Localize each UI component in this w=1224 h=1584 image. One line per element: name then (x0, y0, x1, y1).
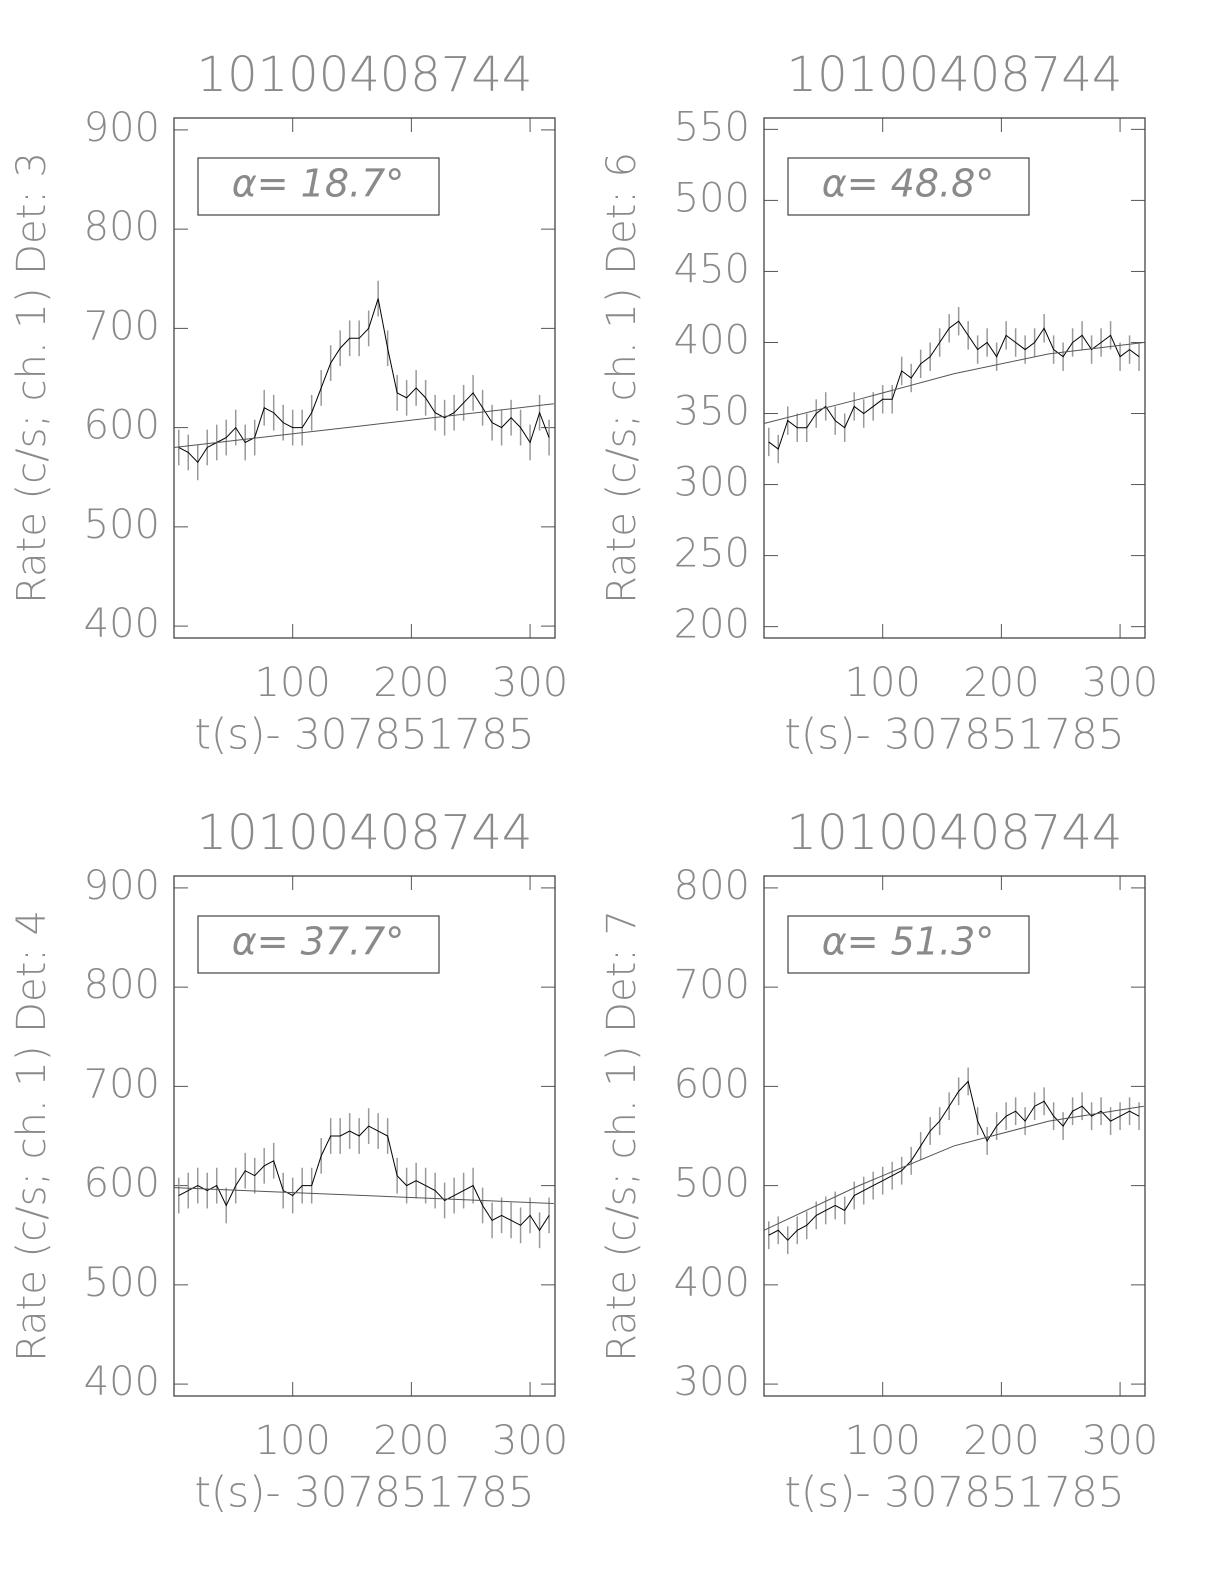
data-line (768, 320, 1140, 450)
annotation: α= 37.7° (232, 920, 405, 964)
data-line (768, 1080, 1140, 1241)
y-tick-label: 600 (84, 1161, 160, 1207)
y-axis-label: Rate (c/s; ch. 1) Det: 7 (599, 910, 645, 1362)
x-tick-label: 100 (845, 1418, 921, 1464)
x-axis-label: t(s)- 307851785 (194, 1468, 534, 1517)
y-tick-label: 400 (674, 317, 750, 363)
panel: 10100408744 t(s)- 307851785 Rate (c/s; ch.… (9, 805, 568, 1517)
x-tick-label: 300 (1082, 1418, 1158, 1464)
y-tick-label: 500 (674, 175, 750, 221)
y-tick-label: 250 (674, 531, 750, 577)
y-axis-label: Rate (c/s; ch. 1) Det: 6 (599, 152, 645, 604)
x-axis-label: t(s)- 307851785 (784, 710, 1124, 759)
y-tick-label: 500 (84, 1260, 160, 1306)
y-tick-label: 900 (84, 863, 160, 909)
y-tick-label: 400 (674, 1260, 750, 1306)
y-tick-label: 800 (84, 204, 160, 250)
annotation-box (787, 915, 1030, 974)
data-line (178, 1125, 550, 1232)
x-tick-label: 200 (373, 660, 449, 706)
plot-frame (763, 117, 1146, 639)
panel: 10100408744 t(s)- 307851785 Rate (c/s; ch.… (9, 47, 568, 759)
annotation: α= 48.8° (822, 162, 995, 206)
y-tick-label: 350 (674, 389, 750, 435)
panel: 10100408744 t(s)- 307851785 Rate (c/s; ch.… (599, 47, 1158, 759)
y-tick-label: 400 (84, 1359, 160, 1405)
plot-frame (173, 117, 556, 639)
y-tick-label: 900 (84, 105, 160, 151)
y-tick-label: 700 (84, 1061, 160, 1107)
y-tick-label: 600 (84, 403, 160, 449)
y-axis-label: Rate (c/s; ch. 1) Det: 4 (9, 910, 55, 1362)
x-tick-label: 300 (492, 1418, 568, 1464)
y-tick-label: 400 (84, 601, 160, 647)
data-line (178, 298, 550, 464)
annotation-box (197, 157, 440, 216)
x-tick-label: 200 (963, 660, 1039, 706)
panel-title: 10100408744 (787, 805, 1123, 861)
annotation: α= 18.7° (232, 162, 405, 206)
panel-title: 10100408744 (197, 47, 533, 103)
y-tick-label: 500 (674, 1161, 750, 1207)
plot-frame (763, 875, 1146, 1397)
fit-line (173, 403, 554, 448)
panel-title: 10100408744 (197, 805, 533, 861)
y-tick-label: 800 (84, 962, 160, 1008)
y-axis-label: Rate (c/s; ch. 1) Det: 3 (9, 152, 55, 604)
y-tick-label: 200 (674, 602, 750, 648)
fit-line (173, 1187, 554, 1204)
y-tick-label: 700 (84, 303, 160, 349)
annotation-box (197, 915, 440, 974)
x-tick-label: 100 (255, 1418, 331, 1464)
fit-line (763, 341, 1144, 424)
x-axis-label: t(s)- 307851785 (784, 1468, 1124, 1517)
y-tick-label: 600 (674, 1061, 750, 1107)
annotation: α= 51.3° (822, 920, 995, 964)
y-tick-label: 300 (674, 1359, 750, 1405)
x-tick-label: 300 (1082, 660, 1158, 706)
y-tick-label: 300 (674, 460, 750, 506)
x-tick-label: 200 (963, 1418, 1039, 1464)
x-tick-label: 100 (845, 660, 921, 706)
y-tick-label: 450 (674, 246, 750, 292)
panel-title: 10100408744 (787, 47, 1123, 103)
fit-line (763, 1105, 1144, 1231)
y-tick-label: 700 (674, 962, 750, 1008)
y-tick-label: 800 (674, 863, 750, 909)
plot-frame (173, 875, 556, 1397)
y-tick-label: 550 (674, 104, 750, 150)
x-tick-label: 100 (255, 660, 331, 706)
panel: 10100408744 t(s)- 307851785 Rate (c/s; ch.… (599, 805, 1158, 1517)
x-axis-label: t(s)- 307851785 (194, 710, 534, 759)
annotation-box (787, 157, 1030, 216)
x-tick-label: 200 (373, 1418, 449, 1464)
y-tick-label: 500 (84, 502, 160, 548)
x-tick-label: 300 (492, 660, 568, 706)
